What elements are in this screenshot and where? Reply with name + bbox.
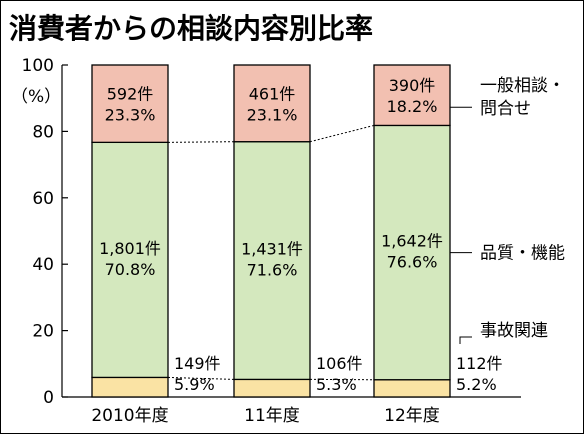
y-tick-label: 0 (43, 388, 54, 408)
data-label-percent: 23.3% (105, 106, 156, 125)
data-label-count: 592件 (107, 85, 154, 104)
data-label-count: 390件 (389, 76, 436, 95)
bar-segment (373, 124, 451, 381)
x-tick-label: 2010年度 (91, 406, 168, 426)
connector-line (167, 141, 235, 143)
y-tick-label: 80 (32, 122, 54, 142)
legend-label: 事故関連 (480, 321, 548, 341)
data-label-count: 1,801件 (99, 239, 161, 258)
data-label-count: 112件 (456, 354, 503, 373)
bar-segment (91, 64, 169, 144)
bar-labels: 1,801件 70.8% 592件 23.3% 149件 5.9% 1,431件 71.6% 4… (99, 76, 502, 394)
bar-segment (373, 64, 451, 127)
legend-leader-line (459, 336, 472, 344)
chart-title: 消費者からの相談内容別比率 (9, 12, 373, 45)
legend-label: 一般相談・ (480, 76, 565, 96)
bar-segment (233, 64, 311, 143)
y-tick-label: 20 (32, 322, 54, 342)
data-label-percent: 5.9% (174, 375, 215, 394)
data-label-percent: 71.6% (247, 261, 298, 280)
bar-segment (233, 141, 311, 381)
x-tick-label: 11年度 (244, 406, 300, 426)
data-label-count: 1,431件 (241, 240, 303, 259)
data-label-count: 149件 (174, 354, 221, 373)
y-tick-label: 100 (22, 56, 54, 76)
bars (91, 64, 451, 398)
data-label-percent: 70.8% (105, 260, 156, 279)
data-label-percent: 23.1% (247, 105, 298, 124)
data-label-percent: 5.3% (316, 375, 357, 394)
bar-segment (233, 378, 311, 398)
bar-segment (91, 141, 169, 379)
connector-line (309, 124, 375, 143)
legend-label: 品質・機能 (480, 244, 565, 264)
legend-label: 問合せ (480, 99, 531, 119)
data-label-count: 106件 (316, 354, 363, 373)
x-tick-label: 12年度 (384, 406, 440, 426)
data-label-percent: 76.6% (387, 253, 438, 272)
connector-lines (167, 124, 375, 381)
data-label-count: 461件 (249, 84, 296, 103)
y-axis-label: （%） (11, 87, 61, 107)
y-tick-label: 60 (32, 189, 54, 209)
y-tick-label: 40 (32, 255, 54, 275)
data-label-count: 1,642件 (381, 232, 443, 251)
connector-line (167, 376, 235, 380)
bar-segment (373, 379, 451, 398)
axes: 0 20 40 60 80 100 （%） 2010年度 11年度 12年度 (11, 56, 521, 426)
data-label-percent: 5.2% (456, 375, 497, 394)
data-label-percent: 18.2% (387, 97, 438, 116)
bar-segment (91, 376, 169, 398)
